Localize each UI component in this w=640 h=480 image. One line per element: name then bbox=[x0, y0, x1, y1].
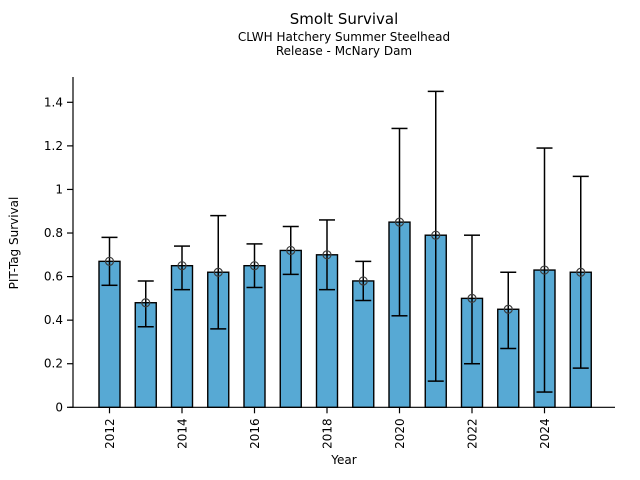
marker-2024 bbox=[539, 265, 550, 275]
x-tick-label-2018: 2018 bbox=[321, 418, 335, 449]
marker-2021 bbox=[431, 230, 441, 240]
chart-title: Smolt Survival bbox=[289, 10, 399, 28]
marker-2017 bbox=[286, 245, 296, 256]
y-tick-label-1: 1 bbox=[55, 182, 63, 196]
marker-2020 bbox=[394, 217, 405, 227]
x-tick-label-2020: 2020 bbox=[393, 418, 407, 449]
y-tick-label-0.2: 0.2 bbox=[44, 357, 63, 371]
marker-2016 bbox=[249, 261, 260, 271]
marker-2023 bbox=[503, 304, 513, 314]
y-tick-label-0: 0 bbox=[55, 400, 63, 414]
marker-2025 bbox=[576, 267, 586, 277]
x-tick-label-2024: 2024 bbox=[538, 418, 552, 449]
marker-2019 bbox=[358, 276, 368, 286]
title-block: Smolt Survival CLWH Hatchery Summer Stee… bbox=[73, 10, 615, 59]
marker-2022 bbox=[467, 293, 477, 303]
x-tick-label-2012: 2012 bbox=[103, 418, 117, 449]
y-tick-label-1.2: 1.2 bbox=[44, 139, 63, 153]
marker-2012 bbox=[104, 256, 115, 266]
marker-2018 bbox=[322, 250, 332, 260]
x-tick-label-2014: 2014 bbox=[176, 418, 190, 449]
marker-2015 bbox=[213, 267, 223, 277]
chart-subtitle-line2: Release - McNary Dam bbox=[275, 44, 413, 59]
chart-subtitle-line1: CLWH Hatchery Summer Steelhead bbox=[237, 30, 451, 44]
x-tick-label-2022: 2022 bbox=[466, 418, 480, 449]
marker-2013 bbox=[141, 298, 151, 308]
x-tick-label-2016: 2016 bbox=[248, 418, 262, 449]
y-tick-label-1.4: 1.4 bbox=[44, 95, 63, 109]
marker-2014 bbox=[177, 261, 187, 271]
y-tick-label-0.4: 0.4 bbox=[44, 313, 63, 327]
y-tick-label-0.6: 0.6 bbox=[44, 270, 63, 284]
x-axis-label: Year bbox=[331, 453, 357, 467]
y-tick-label-0.8: 0.8 bbox=[44, 226, 63, 240]
